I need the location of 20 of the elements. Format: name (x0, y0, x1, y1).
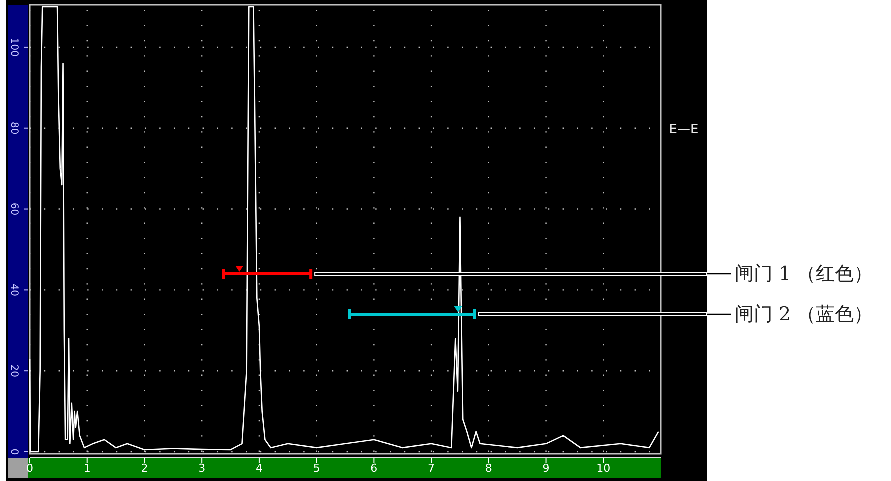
x-tick-label: 4 (256, 462, 263, 475)
x-tick-label: 7 (428, 462, 436, 475)
y-tick-label: 40 (8, 284, 20, 297)
y-tick-label: 100 (8, 38, 20, 57)
text: 闸门 2 （蓝色） (735, 303, 874, 326)
y-tick-label: 0 (8, 448, 20, 456)
x-tick-label: 3 (198, 462, 206, 475)
x-tick-label: 2 (141, 462, 148, 475)
text: 闸门 1 （红色） (735, 263, 874, 285)
text: E—E (669, 122, 699, 138)
x-tick-label: 9 (542, 462, 550, 475)
line-series (29, 6, 660, 453)
y-tick-label: 80 (8, 122, 20, 135)
x-tick-label: 5 (313, 462, 320, 475)
x-tick-label: 8 (485, 462, 492, 475)
y-tick-label: 60 (8, 202, 20, 216)
y-tick-label: 20 (8, 364, 20, 378)
x-tick-label: 1 (84, 462, 91, 475)
x-tick-label: 10 (596, 462, 611, 475)
x-tick-label: 6 (370, 462, 378, 475)
